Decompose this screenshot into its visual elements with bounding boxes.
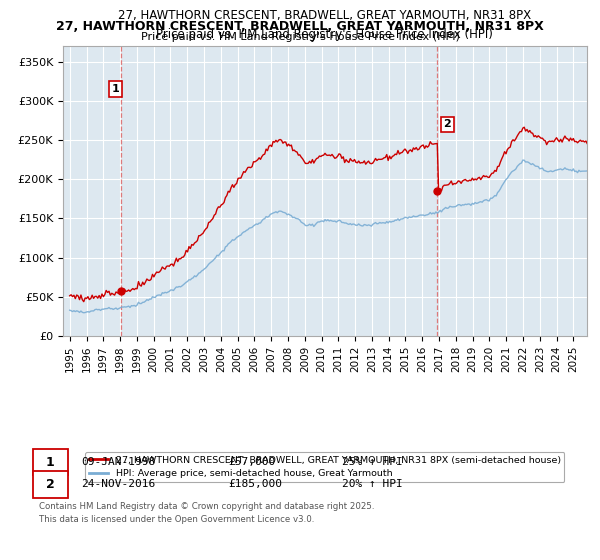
Text: 09-JAN-1998: 09-JAN-1998	[81, 457, 155, 467]
Text: £185,000: £185,000	[228, 479, 282, 489]
Text: 2: 2	[443, 119, 451, 129]
Text: Contains HM Land Registry data © Crown copyright and database right 2025.: Contains HM Land Registry data © Crown c…	[39, 502, 374, 511]
Text: 24-NOV-2016: 24-NOV-2016	[81, 479, 155, 489]
Text: 20% ↑ HPI: 20% ↑ HPI	[342, 479, 403, 489]
Text: 27, HAWTHORN CRESCENT, BRADWELL, GREAT YARMOUTH, NR31 8PX: 27, HAWTHORN CRESCENT, BRADWELL, GREAT Y…	[56, 20, 544, 32]
Text: £57,000: £57,000	[228, 457, 275, 467]
Text: 1: 1	[46, 455, 55, 469]
Text: 25% ↑ HPI: 25% ↑ HPI	[342, 457, 403, 467]
Title: 27, HAWTHORN CRESCENT, BRADWELL, GREAT YARMOUTH, NR31 8PX
Price paid vs. HM Land: 27, HAWTHORN CRESCENT, BRADWELL, GREAT Y…	[118, 8, 532, 40]
Legend: 27, HAWTHORN CRESCENT, BRADWELL, GREAT YARMOUTH, NR31 8PX (semi-detached house),: 27, HAWTHORN CRESCENT, BRADWELL, GREAT Y…	[85, 452, 565, 482]
Text: This data is licensed under the Open Government Licence v3.0.: This data is licensed under the Open Gov…	[39, 515, 314, 524]
Text: 1: 1	[112, 84, 119, 94]
Text: 2: 2	[46, 478, 55, 491]
Text: Price paid vs. HM Land Registry's House Price Index (HPI): Price paid vs. HM Land Registry's House …	[140, 32, 460, 43]
